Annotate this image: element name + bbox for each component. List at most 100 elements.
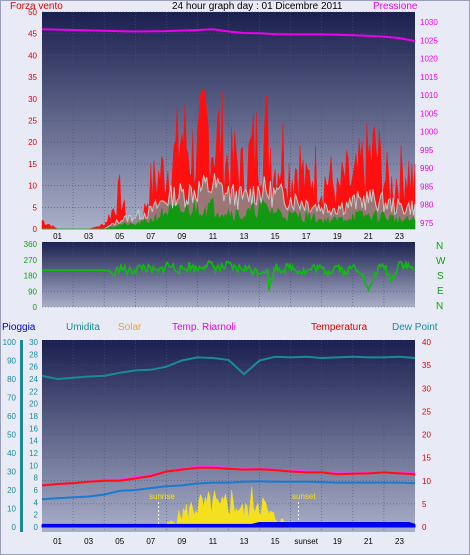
x-tick-label: 09: [177, 537, 186, 546]
x-tick-label: 21: [364, 537, 373, 546]
rain-y-tick-label: 0: [12, 523, 17, 532]
humidity-y-tick-label: 30: [29, 338, 38, 347]
rain-y-tick-label: 90: [7, 357, 16, 366]
x-tick-label: 05: [115, 232, 124, 241]
compass-n-label: N: [436, 241, 443, 252]
direction-y-tick-label: 270: [24, 256, 38, 265]
pressure-label: Pressione: [373, 1, 418, 12]
pressure-y-tick-label: 980: [420, 201, 434, 210]
direction-y-tick-label: 180: [24, 272, 38, 281]
humidity-y-tick-label: 14: [29, 437, 38, 446]
wind-y-tick-label: 20: [28, 138, 37, 147]
x-tick-label: 19: [333, 232, 342, 241]
dew-point-line: [41, 480, 416, 501]
humidity-y-tick-label: 18: [29, 412, 38, 421]
wind-speed-label: Forza vento: [10, 1, 63, 12]
compass-s-label: S: [437, 271, 444, 282]
humidity-y-tick-label: 4: [34, 498, 39, 507]
temp-y-tick-label: 40: [422, 338, 431, 347]
rain-line: [42, 522, 416, 527]
humidity-y-tick-label: 16: [29, 424, 38, 433]
wind-y-tick-label: 10: [28, 182, 37, 191]
direction-y-tick-label: 0: [33, 303, 38, 312]
pressure-y-tick-label: 1025: [420, 36, 438, 45]
pressure-y-tick-label: 990: [420, 164, 434, 173]
temp-y-tick-label: 25: [422, 407, 431, 416]
compass-n2-label: N: [436, 301, 443, 312]
legend-umidita: Umidita: [66, 322, 100, 333]
x-tick-label: 01: [53, 232, 62, 241]
pressure-y-tick-label: 1020: [420, 55, 438, 64]
x-tick-label: 03: [84, 232, 93, 241]
x-tick-label: 23: [395, 537, 404, 546]
x-tick-label: sunset: [294, 537, 318, 546]
humidity-y-tick-label: 8: [34, 474, 39, 483]
x-tick-label: 23: [395, 232, 404, 241]
wind-y-tick-label: 45: [28, 30, 37, 39]
rain-y-tick-label: 10: [7, 505, 16, 514]
wind-y-tick-label: 25: [28, 117, 37, 126]
rain-y-tick-label: 40: [7, 449, 16, 458]
rain-y-tick-label: 60: [7, 412, 16, 421]
wind-y-tick-label: 15: [28, 160, 37, 169]
pressure-line: [41, 28, 416, 42]
humidity-y-tick-label: 28: [29, 350, 38, 359]
pressure-y-tick-label: 975: [420, 219, 434, 228]
wind-y-tick-label: 40: [28, 51, 37, 60]
wind-y-tick-label: 30: [28, 95, 37, 104]
rain-y-tick-label: 80: [7, 375, 16, 384]
sunset-label: sunset: [292, 492, 316, 501]
x-tick-label: 01: [53, 537, 62, 546]
x-tick-label: 11: [209, 232, 218, 241]
x-tick-label: 05: [115, 537, 124, 546]
legend-solar: Solar: [118, 322, 142, 333]
rain-y-tick-label: 70: [7, 394, 16, 403]
wind-y-tick-label: 50: [28, 8, 37, 17]
legend-temp-riarnoli: Temp. Riarnoli: [172, 322, 236, 333]
legend-pioggia: Pioggia: [2, 322, 36, 333]
humidity-y-tick-label: 2: [34, 511, 39, 520]
temp-y-tick-label: 10: [422, 477, 431, 486]
x-tick-label: 11: [209, 537, 218, 546]
pressure-y-tick-label: 1000: [420, 128, 438, 137]
compass-w-label: W: [436, 256, 446, 267]
sunrise-label: sunrise: [149, 492, 175, 501]
pressure-y-tick-label: 985: [420, 182, 434, 191]
axes: 0510152025303540455097598098599099510001…: [3, 8, 439, 546]
rain-axis-bar: [20, 340, 23, 532]
x-tick-label: 21: [364, 232, 373, 241]
humidity-y-tick-label: 20: [29, 400, 38, 409]
wind-base-area: [42, 197, 416, 230]
humidity-y-tick-label: 6: [34, 486, 39, 495]
rain-y-tick-label: 100: [3, 338, 17, 347]
x-tick-label: 07: [146, 232, 155, 241]
compass-e-label: E: [437, 286, 444, 297]
pressure-y-tick-label: 995: [420, 146, 434, 155]
rain-y-tick-label: 20: [7, 486, 16, 495]
humidity-line: [41, 355, 416, 381]
pressure-y-tick-label: 1030: [420, 18, 438, 27]
pressure-y-tick-label: 1015: [420, 73, 438, 82]
data-marks: [41, 28, 416, 528]
temp-y-tick-label: 15: [422, 454, 431, 463]
graph-title: 24 hour graph day : 01 Dicembre 2011: [172, 1, 343, 12]
x-tick-label: 07: [146, 537, 155, 546]
wind-direction-line: [42, 259, 416, 293]
humidity-y-tick-label: 24: [29, 375, 38, 384]
rain-y-tick-label: 30: [7, 468, 16, 477]
legend-dew-point: Dew Point: [392, 322, 438, 333]
x-tick-label: 19: [333, 537, 342, 546]
wind-y-tick-label: 35: [28, 73, 37, 82]
x-tick-label: 15: [271, 232, 280, 241]
x-tick-label: 09: [177, 232, 186, 241]
legend-temperatura: Temperatura: [311, 322, 368, 333]
x-tick-label: 15: [271, 537, 280, 546]
direction-y-tick-label: 90: [28, 287, 37, 296]
temp-y-tick-label: 20: [422, 431, 431, 440]
humidity-y-tick-label: 22: [29, 387, 38, 396]
humidity-y-tick-label: 12: [29, 449, 38, 458]
rain-y-tick-label: 50: [7, 431, 16, 440]
wind-y-tick-label: 5: [33, 203, 38, 212]
wind-y-tick-label: 0: [33, 225, 38, 234]
